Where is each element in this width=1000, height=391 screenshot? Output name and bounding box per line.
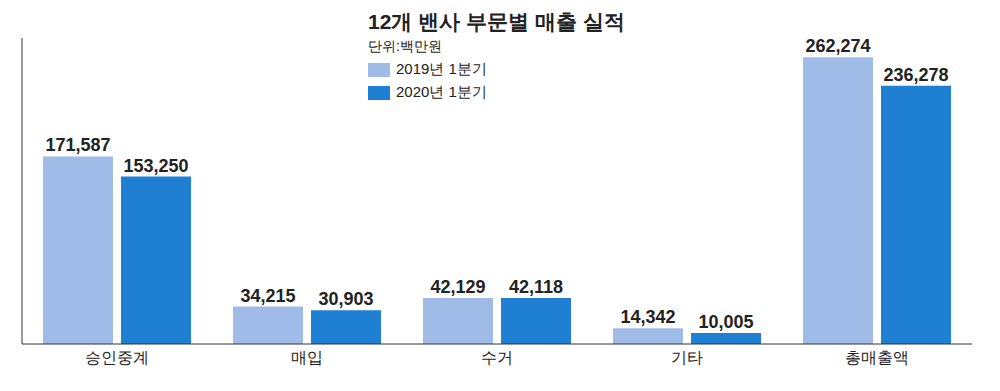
svg-text:34,215: 34,215 — [240, 286, 295, 306]
svg-text:30,903: 30,903 — [318, 289, 373, 309]
svg-text:기타: 기타 — [671, 349, 703, 366]
svg-text:171,587: 171,587 — [45, 135, 110, 155]
svg-text:42,129: 42,129 — [430, 277, 485, 297]
svg-text:매입: 매입 — [291, 349, 323, 366]
svg-text:262,274: 262,274 — [805, 36, 870, 56]
html-text:2019년 1분기: 2019년 1분기 — [396, 60, 487, 77]
svg-text:153,250: 153,250 — [123, 156, 188, 176]
svg-text:236,278: 236,278 — [883, 65, 948, 85]
svg-text:승인중계: 승인중계 — [85, 349, 149, 366]
html-text:2020년 1분기: 2020년 1분기 — [396, 83, 487, 100]
svg-text:42,118: 42,118 — [509, 277, 563, 297]
svg-text:수거: 수거 — [481, 349, 513, 366]
svg-text:14,342: 14,342 — [620, 307, 675, 327]
html-text:단위:백만원: 단위:백만원 — [368, 38, 442, 54]
html-text:12개 밴사 부문별 매출 실적: 12개 밴사 부문별 매출 실적 — [368, 10, 625, 33]
svg-text:10,005: 10,005 — [698, 312, 753, 332]
svg-text:총매출액: 총매출액 — [845, 349, 909, 366]
